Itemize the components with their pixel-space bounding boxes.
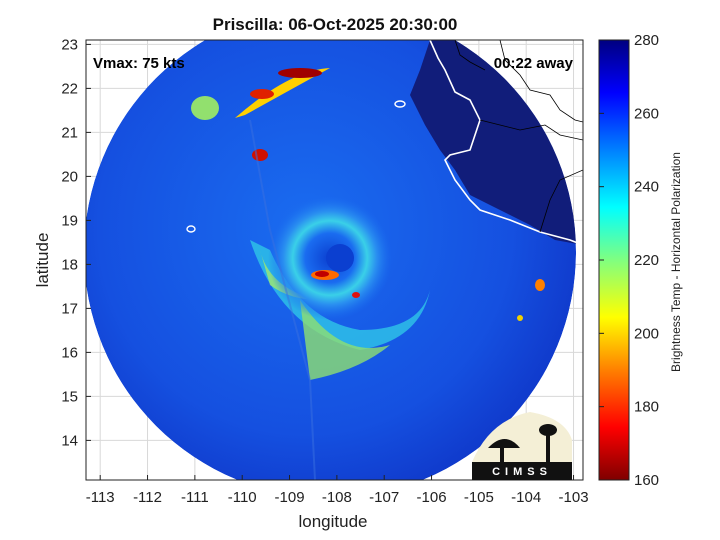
colorbar-tick-label: 180 bbox=[634, 399, 659, 416]
y-tick-label: 15 bbox=[61, 388, 78, 405]
x-tick-label: -108 bbox=[322, 489, 352, 506]
x-tick-label: -110 bbox=[228, 489, 257, 506]
x-tick-label: -112 bbox=[133, 489, 162, 506]
colorbar-ticks: 280 260 240 220 200 180 160 bbox=[599, 32, 659, 489]
colorbar-tick-label: 280 bbox=[634, 32, 659, 49]
colorbar-tick-label: 260 bbox=[634, 105, 659, 122]
x-tick-label: -111 bbox=[181, 489, 209, 506]
colorbar-tick-label: 200 bbox=[634, 325, 659, 342]
y-axis-label: latitude bbox=[33, 233, 52, 288]
logo-text: CIMSS bbox=[492, 466, 552, 478]
vmax-annotation: Vmax: 75 kts bbox=[93, 55, 185, 72]
chart-title: Priscilla: 06-Oct-2025 20:30:00 bbox=[213, 15, 458, 34]
x-tick-label: -106 bbox=[417, 489, 447, 506]
x-axis: -113 -112 -111 -110 -109 -108 -107 -106 -105 -104… bbox=[86, 475, 589, 506]
colorbar-label: Brightness Temp - Horizontal Polarizatio… bbox=[669, 152, 683, 372]
y-tick-label: 19 bbox=[61, 212, 78, 229]
island bbox=[394, 100, 406, 108]
imagery-swath bbox=[86, 40, 583, 480]
x-tick-label: -109 bbox=[275, 489, 305, 506]
time-offset-annotation: 00:22 away bbox=[494, 55, 574, 72]
island bbox=[186, 225, 196, 233]
y-tick-label: 22 bbox=[61, 80, 78, 97]
y-tick-label: 14 bbox=[61, 432, 78, 449]
colorbar-tick-label: 220 bbox=[634, 252, 659, 269]
axes-box bbox=[85, 39, 584, 481]
coastline bbox=[429, 40, 583, 246]
y-tick-label: 23 bbox=[61, 36, 78, 53]
y-tick-label: 21 bbox=[61, 124, 78, 141]
x-tick-label: -107 bbox=[369, 489, 399, 506]
y-tick-label: 20 bbox=[61, 168, 78, 185]
x-tick-label: -113 bbox=[86, 489, 115, 506]
cimss-logo: CIMSS bbox=[472, 412, 572, 480]
y-tick-label: 17 bbox=[61, 300, 78, 317]
colorbar-tick-label: 160 bbox=[634, 472, 659, 489]
colorbar-tick-label: 240 bbox=[634, 179, 659, 196]
x-axis-label: longitude bbox=[298, 512, 367, 531]
x-tick-label: -105 bbox=[464, 489, 494, 506]
x-tick-label: -103 bbox=[559, 489, 589, 506]
x-tick-label: -104 bbox=[511, 489, 541, 506]
y-tick-label: 18 bbox=[61, 256, 78, 273]
y-axis: 23 22 21 20 19 18 17 16 15 14 bbox=[61, 36, 91, 449]
y-tick-label: 16 bbox=[61, 344, 78, 361]
